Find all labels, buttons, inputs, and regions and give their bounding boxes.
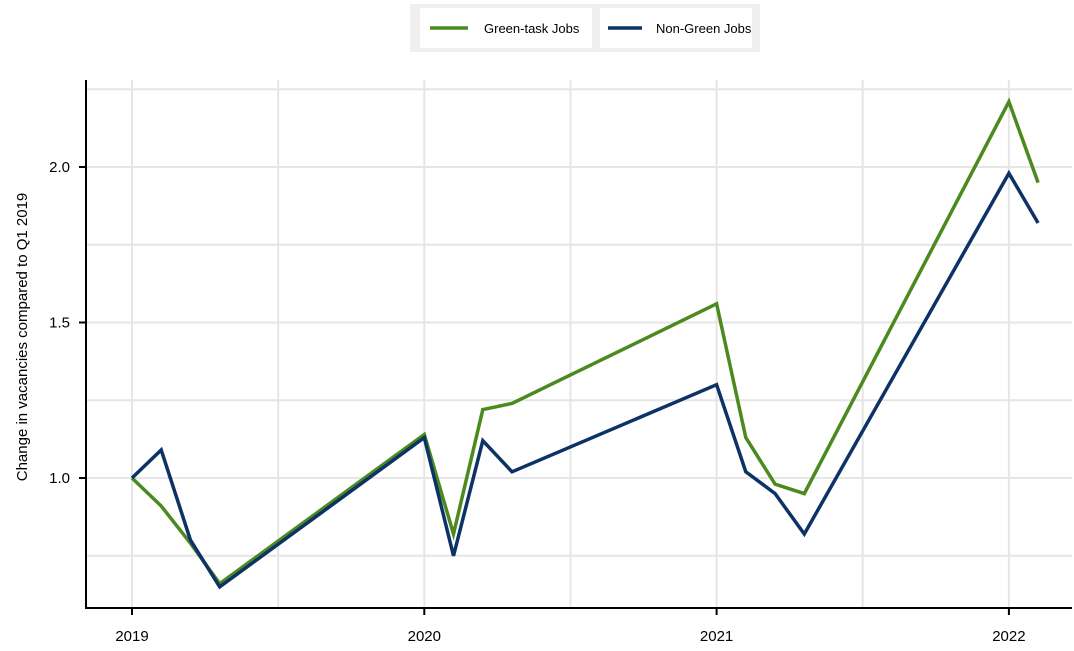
- legend: Green-task Jobs Non-Green Jobs: [410, 4, 760, 52]
- x-tick-label: 2022: [992, 628, 1025, 645]
- x-tick-label: 2021: [700, 628, 733, 645]
- legend-label: Non-Green Jobs: [656, 21, 752, 36]
- grid: [86, 80, 1072, 608]
- x-tick-label: 2019: [115, 628, 148, 645]
- labels: 2019 2020 2021 2022 1.0 1.5 2.0 Change in vacan…: [14, 159, 1026, 645]
- y-tick-label: 1.0: [49, 470, 70, 487]
- y-tick-label: 1.5: [49, 315, 70, 332]
- axes: [79, 80, 1072, 615]
- series-line-green-task-jobs: [130, 97, 1040, 587]
- series-layer: [130, 97, 1040, 590]
- series-line-non-green-jobs: [130, 169, 1040, 590]
- y-axis-label: Change in vacancies compared to Q1 2019: [14, 193, 31, 482]
- x-tick-label: 2020: [408, 628, 441, 645]
- legend-label: Green-task Jobs: [484, 21, 580, 36]
- y-tick-label: 2.0: [49, 159, 70, 176]
